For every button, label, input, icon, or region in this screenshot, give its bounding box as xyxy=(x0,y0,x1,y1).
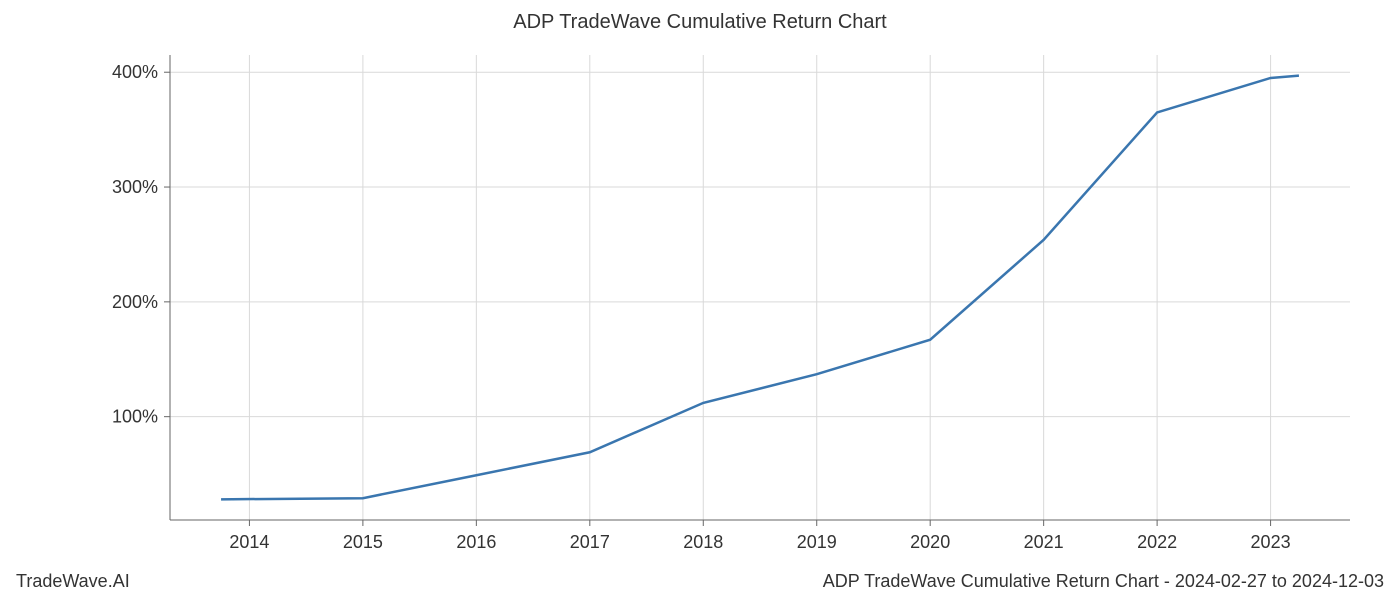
x-tick-label: 2015 xyxy=(343,532,383,552)
chart-footer: TradeWave.AI ADP TradeWave Cumulative Re… xyxy=(0,571,1400,592)
x-tick-label: 2023 xyxy=(1251,532,1291,552)
chart-background xyxy=(0,0,1400,600)
y-tick-label: 200% xyxy=(112,292,158,312)
x-tick-label: 2022 xyxy=(1137,532,1177,552)
footer-right-caption: ADP TradeWave Cumulative Return Chart - … xyxy=(823,571,1384,592)
x-tick-label: 2014 xyxy=(229,532,269,552)
chart-title: ADP TradeWave Cumulative Return Chart xyxy=(513,11,887,33)
y-tick-label: 300% xyxy=(112,177,158,197)
x-tick-label: 2016 xyxy=(456,532,496,552)
y-tick-label: 400% xyxy=(112,62,158,82)
x-tick-label: 2021 xyxy=(1024,532,1064,552)
x-tick-label: 2019 xyxy=(797,532,837,552)
x-tick-label: 2018 xyxy=(683,532,723,552)
footer-left-brand: TradeWave.AI xyxy=(16,571,130,592)
x-tick-label: 2017 xyxy=(570,532,610,552)
x-tick-label: 2020 xyxy=(910,532,950,552)
y-tick-label: 100% xyxy=(112,407,158,427)
return-chart: ADP TradeWave Cumulative Return Chart 20… xyxy=(0,0,1400,600)
